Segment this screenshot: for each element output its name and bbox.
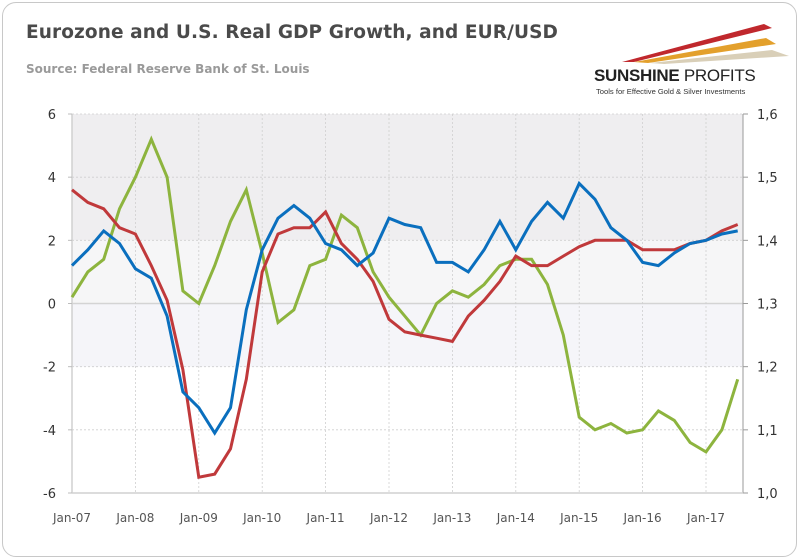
logo-ray-orange [634, 38, 776, 63]
left-axis-ticks: 6 4 2 0 -2 -4 -6 [43, 108, 72, 502]
right-tick-label: 1,2 [757, 361, 778, 376]
logo-name: SUNSHINE PROFITS [594, 66, 756, 86]
x-tick-label: Jan-07 [52, 511, 91, 525]
right-tick-label: 1,0 [757, 487, 778, 502]
left-tick-label: 0 [48, 298, 56, 313]
right-axis-ticks: 1,6 1,5 1,4 1,3 1,2 1,1 1,0 [743, 108, 778, 502]
x-tick-label: Jan-13 [432, 511, 471, 525]
chart-subtitle: Source: Federal Reserve Bank of St. Loui… [26, 62, 310, 76]
logo-rays-icon [622, 24, 789, 64]
logo-ray-red [622, 24, 772, 62]
series-lines [70, 135, 740, 479]
right-tick-label: 1,1 [757, 424, 778, 439]
x-tick-label: Jan-15 [559, 511, 598, 525]
logo-name-regular: PROFITS [679, 66, 756, 85]
x-tick-label: Jan-12 [369, 511, 408, 525]
x-tick-label: Jan-11 [306, 511, 345, 525]
us-gdp-line [70, 180, 738, 436]
x-tick-label: Jan-14 [496, 511, 535, 525]
left-tick-label: 4 [48, 171, 56, 186]
eur-usd-line [70, 135, 740, 454]
band-upper [72, 114, 743, 241]
x-tick-label: Jan-10 [242, 511, 281, 525]
right-tick-label: 1,6 [757, 108, 778, 123]
chart-title: Eurozone and U.S. Real GDP Growth, and E… [26, 22, 558, 43]
left-tick-label: -4 [43, 424, 56, 439]
logo-tagline: Tools for Effective Gold & Silver Invest… [596, 87, 746, 96]
left-tick-label: 6 [48, 108, 56, 123]
logo-name-bold: SUNSHINE [594, 66, 680, 85]
left-tick-label: -2 [43, 361, 56, 376]
x-tick-label: Jan-08 [115, 511, 154, 525]
sunshine-profits-logo: SUNSHINE PROFITS Tools for Effective Gol… [594, 18, 794, 98]
right-tick-label: 1,3 [757, 298, 778, 313]
left-tick-label: 2 [48, 234, 56, 249]
x-tick-label: Jan-16 [623, 511, 662, 525]
x-tick-label: Jan-09 [179, 511, 218, 525]
right-tick-label: 1,5 [757, 171, 778, 186]
right-tick-label: 1,4 [757, 234, 778, 249]
left-tick-label: -6 [43, 487, 56, 502]
x-tick-label: Jan-17 [686, 511, 725, 525]
logo-ray-beige [650, 50, 789, 64]
band-lower [72, 303, 743, 367]
x-axis-ticks: Jan-07 Jan-08 Jan-09 Jan-10 Jan-11 Jan-12 Jan-… [52, 511, 725, 525]
